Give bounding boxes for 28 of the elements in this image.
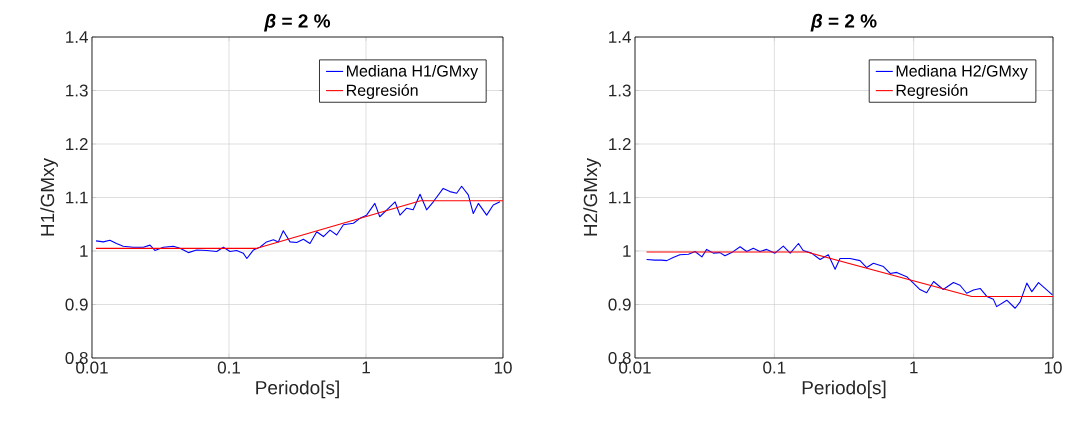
x-tick-label: 10: [1044, 361, 1062, 374]
x-tick-label: 1: [362, 361, 370, 374]
y-tick-label: 1: [80, 245, 88, 257]
y-axis-title: H2/GMxy: [583, 157, 601, 236]
y-tick-label: 0.9: [608, 298, 631, 311]
y-tick-label: 1.3: [609, 84, 631, 97]
y-tick-label: 1.3: [66, 84, 88, 97]
x-axis-title: Periodo[s]: [256, 380, 339, 399]
x-tick-label: 0.1: [217, 361, 240, 374]
legend-label: Mediana H1/GMxy: [346, 64, 479, 80]
x-tick-label: 1: [910, 361, 918, 374]
y-tick-label: 1.2: [609, 138, 631, 150]
y-tick-label: 1: [623, 245, 631, 257]
x-axis-title: Periodo[s]: [802, 380, 886, 399]
y-tick-label: 0.9: [65, 298, 88, 311]
legend-label: Regresión: [346, 83, 418, 100]
y-tick-label: 1.1: [66, 191, 88, 204]
y-tick-label: 1.4: [609, 31, 631, 43]
y-tick-label: 1.1: [609, 191, 631, 204]
x-tick-label: 0.1: [763, 361, 786, 374]
y-axis-title: H1/GMxy: [40, 157, 58, 236]
legend-label: Regresión: [896, 83, 968, 100]
x-tick-label: 10: [494, 361, 512, 374]
chart-title: β = 2 %: [810, 13, 877, 32]
y-tick-label: 1.2: [66, 138, 88, 150]
chart-title: β = 2 %: [264, 13, 331, 32]
legend-label: Mediana H2/GMxy: [896, 64, 1028, 80]
y-tick-label: 1.4: [66, 31, 88, 43]
